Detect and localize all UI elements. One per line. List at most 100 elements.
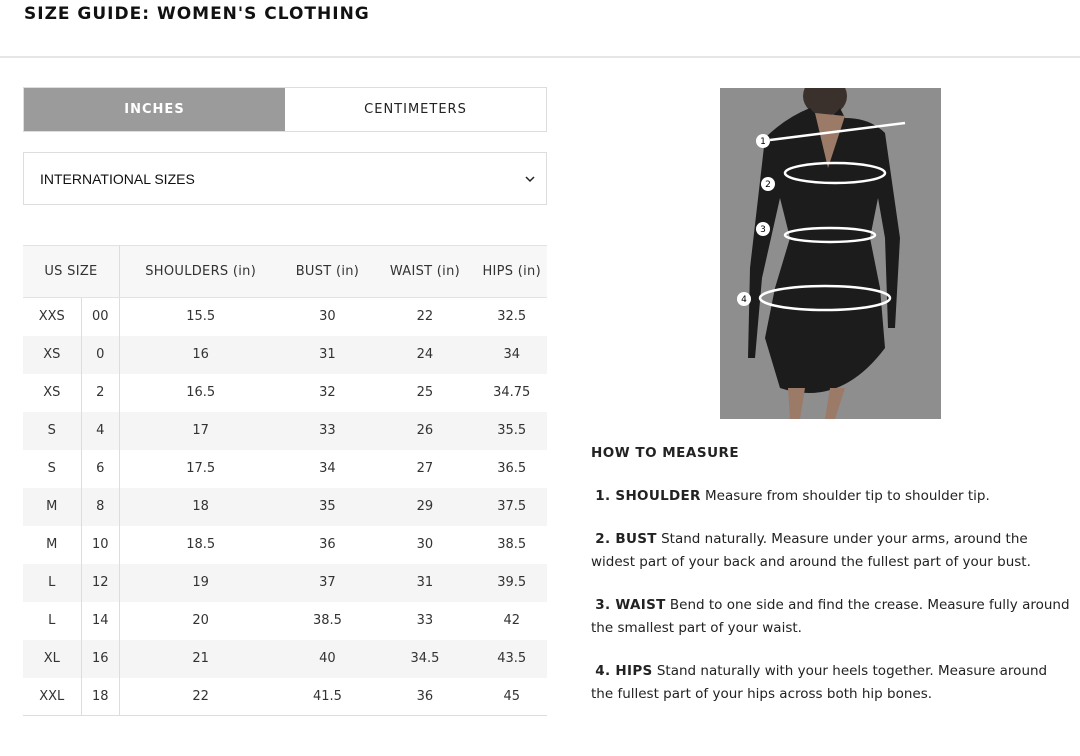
cell-waist: 24 <box>373 335 477 374</box>
table-row: XS 0 16 31 24 34 <box>23 335 547 374</box>
cell-shoulders: 19 <box>119 563 282 602</box>
marker-3: 3 <box>760 225 766 235</box>
cell-bust: 40 <box>281 639 374 678</box>
bust-instruction: 2. BUST Stand naturally. Measure under y… <box>591 528 1071 573</box>
table-header: US SIZE SHOULDERS (in) BUST (in) WAIST (… <box>23 245 547 298</box>
table-row: S 6 17.5 34 27 36.5 <box>23 449 547 488</box>
cell-hips: 42 <box>503 613 520 628</box>
cell-bust: 31 <box>281 335 374 374</box>
cell-size-label: M <box>23 525 82 564</box>
cell-hips: 37.5 <box>476 487 547 526</box>
cell-us-size: 4 <box>81 411 120 450</box>
page-title: SIZE GUIDE: WOMEN'S CLOTHING <box>24 4 370 24</box>
cell-waist: 34.5 <box>373 639 477 678</box>
marker-2: 2 <box>765 180 771 190</box>
header-bust: BUST (in) <box>281 245 374 298</box>
marker-1: 1 <box>760 137 766 147</box>
cell-bust: 30 <box>319 309 336 325</box>
cell-size-label: S <box>23 449 82 488</box>
measurement-diagram-image: 1 2 3 4 <box>720 88 941 419</box>
cell-waist: 36 <box>373 677 477 716</box>
cell-hips: 38.5 <box>497 537 527 552</box>
cell-hips: 34.75 <box>493 385 531 400</box>
table-row: S 4 17 33 26 35.5 <box>23 411 547 450</box>
cell-bust: 38.5 <box>312 613 342 628</box>
cell-shoulders: 22 <box>119 677 282 716</box>
cell-shoulders: 20 <box>192 613 209 628</box>
size-table: US SIZE SHOULDERS (in) BUST (in) WAIST (… <box>23 245 547 716</box>
inches-button[interactable]: INCHES <box>24 88 285 131</box>
cell-shoulders: 18.5 <box>186 537 216 552</box>
chevron-down-icon <box>525 175 535 182</box>
cell-size-label: M <box>23 487 82 526</box>
size-system-dropdown[interactable]: INTERNATIONAL SIZES <box>23 152 547 205</box>
table-row: XXS 00 15.5 30 22 32.5 <box>23 297 547 336</box>
cell-waist: 30 <box>416 537 434 552</box>
cell-waist: 33 <box>416 613 434 628</box>
cell-shoulders: 18 <box>119 487 282 526</box>
cell-shoulders: 16 <box>119 335 282 374</box>
cell-us-size: 18 <box>81 677 120 716</box>
cell-us-size: 8 <box>81 487 120 526</box>
cell-waist: 25 <box>416 385 434 400</box>
waist-instruction: 3. WAIST Bend to one side and find the c… <box>591 594 1071 639</box>
header-us-size: US SIZE <box>23 245 120 298</box>
header-shoulders: SHOULDERS (in) <box>119 245 282 298</box>
cell-us-size: 00 <box>81 297 120 336</box>
hips-instruction: 4. HIPS Stand naturally with your heels … <box>591 660 1071 705</box>
cell-waist: 31 <box>373 563 477 602</box>
cell-size-label: XL <box>23 639 82 678</box>
unit-toggle: INCHES CENTIMETERS <box>23 87 547 132</box>
cell-bust: 35 <box>281 487 374 526</box>
cell-us-size: 2 <box>81 373 120 412</box>
table-row: L 12 19 37 31 39.5 <box>23 563 547 602</box>
cell-hips: 34 <box>476 335 547 374</box>
cell-us-size: 14 <box>81 601 120 640</box>
cell-hips: 43.5 <box>476 639 547 678</box>
instruction-label: 2. BUST <box>595 531 657 547</box>
marker-4: 4 <box>741 295 747 305</box>
cell-hips: 45 <box>476 677 547 716</box>
cell-us-size: 6 <box>81 449 120 488</box>
cell-size-label: S <box>23 411 82 450</box>
cell-hips: 36.5 <box>497 461 527 476</box>
cell-shoulders: 17 <box>119 411 282 450</box>
instruction-text: Stand naturally with your heels together… <box>591 663 1048 702</box>
cell-us-size: 10 <box>81 525 120 564</box>
centimeters-button[interactable]: CENTIMETERS <box>364 102 467 117</box>
cell-size-label: XXS <box>23 297 82 336</box>
cell-hips: 32.5 <box>497 309 527 325</box>
cell-shoulders: 15.5 <box>186 309 216 325</box>
header-hips: HIPS (in) <box>476 245 547 298</box>
table-row: XS 2 16.5 32 25 34.75 <box>23 373 547 412</box>
how-to-measure-heading: HOW TO MEASURE <box>591 445 740 461</box>
cell-waist: 26 <box>373 411 477 450</box>
cell-waist: 29 <box>373 487 477 526</box>
cell-us-size: 16 <box>81 639 120 678</box>
cell-size-label: L <box>23 563 82 602</box>
how-to-measure-section: HOW TO MEASURE 1. SHOULDER Measure from … <box>591 442 1071 726</box>
table-row: L 14 20 38.5 33 42 <box>23 601 547 640</box>
header-waist: WAIST (in) <box>373 245 477 298</box>
cell-waist: 22 <box>416 309 434 325</box>
divider <box>0 56 1080 58</box>
cell-us-size: 0 <box>81 335 120 374</box>
cell-bust: 36 <box>319 537 336 552</box>
cell-bust: 41.5 <box>281 677 374 716</box>
table-row: XL 16 21 40 34.5 43.5 <box>23 639 547 678</box>
cell-shoulders: 21 <box>119 639 282 678</box>
instruction-label: 4. HIPS <box>595 663 653 679</box>
cell-size-label: XS <box>23 373 82 412</box>
cell-bust: 37 <box>281 563 374 602</box>
dropdown-value: INTERNATIONAL SIZES <box>40 170 195 187</box>
table-row: XXL 18 22 41.5 36 45 <box>23 677 547 716</box>
cell-size-label: XXL <box>23 677 82 716</box>
cell-bust: 33 <box>281 411 374 450</box>
cell-hips: 35.5 <box>476 411 547 450</box>
table-row: M 8 18 35 29 37.5 <box>23 487 547 526</box>
cell-bust: 34 <box>319 461 336 476</box>
instruction-label: 3. WAIST <box>595 597 666 613</box>
cell-bust: 32 <box>319 385 336 400</box>
cell-us-size: 12 <box>81 563 120 602</box>
table-row: M 10 18.5 36 30 38.5 <box>23 525 547 564</box>
